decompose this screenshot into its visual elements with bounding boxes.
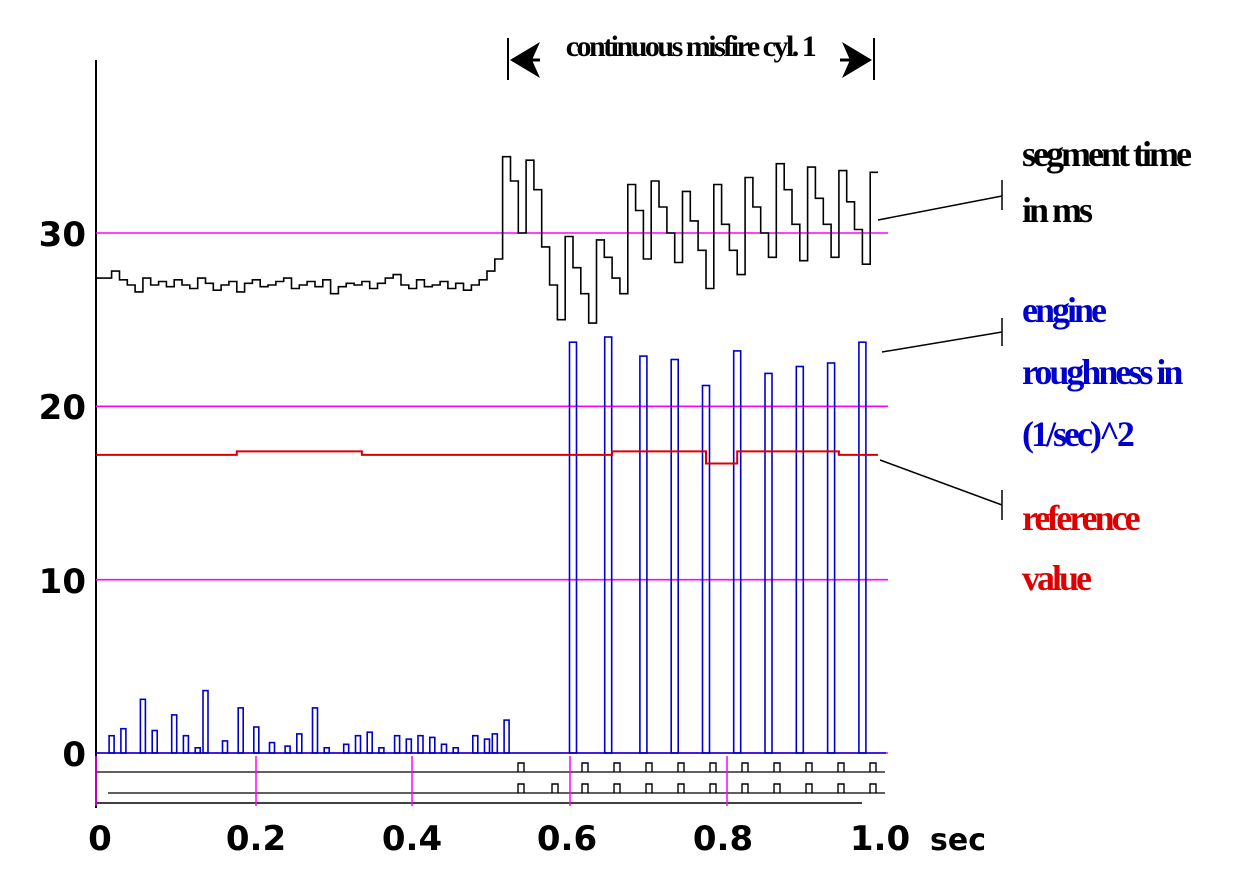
pulse-tick	[517, 783, 525, 793]
roughness-bar	[603, 336, 613, 754]
pulse-ticks	[517, 762, 877, 793]
x-tick-label: 0.8	[693, 819, 753, 859]
roughness-bar	[170, 714, 178, 754]
reference-value-label: reference value	[879, 459, 1144, 598]
y-tick-label: 30	[39, 215, 86, 255]
pulse-traces	[95, 756, 885, 806]
roughness-bar	[639, 355, 648, 754]
roughness-bar	[491, 733, 499, 754]
grid-lines	[96, 232, 888, 754]
engine-roughness-label-line: (1/sec)^2	[1022, 414, 1134, 454]
y-tick-label: 0	[62, 735, 86, 775]
roughness-bar	[237, 707, 244, 754]
x-tick-label: 1.0	[850, 819, 910, 859]
roughness-bar	[701, 384, 711, 754]
x-tick-label: 0.2	[226, 819, 286, 859]
roughness-bar	[354, 734, 362, 754]
pulse-tick	[805, 762, 813, 772]
misfire-arrow-head-right	[842, 42, 872, 78]
roughness-bar	[221, 740, 229, 754]
roughness-bar	[417, 734, 424, 754]
roughness-bar	[670, 358, 680, 754]
roughness-bar	[366, 731, 374, 754]
x-unit-label: sec	[930, 823, 986, 858]
segment-time-label-line: in ms	[1022, 190, 1093, 230]
roughness-bar	[108, 734, 115, 754]
roughness-bar	[428, 736, 436, 754]
misfire-arrow-head-left	[510, 42, 540, 78]
y-tick-label: 20	[39, 388, 86, 428]
roughness-bar	[139, 698, 147, 754]
roughness-bar	[311, 707, 319, 754]
roughness-bar	[795, 365, 805, 754]
reference-value-label-line: value	[1022, 558, 1092, 598]
reference-value-leader	[879, 459, 1003, 506]
segment-time-leader	[877, 195, 1003, 221]
roughness-bar	[471, 734, 479, 754]
roughness-bar	[764, 372, 773, 754]
pulse-tick	[805, 783, 813, 793]
x-tick-label: 0.6	[537, 819, 597, 859]
pulse-tick	[677, 762, 685, 772]
pulse-tick	[837, 762, 845, 772]
pulse-tick	[773, 762, 781, 772]
roughness-bar	[268, 741, 276, 754]
roughness-bar	[202, 689, 209, 754]
roughness-bar	[732, 350, 742, 754]
pulse-tick	[773, 783, 781, 793]
roughness-bar	[826, 362, 836, 754]
pulse-tick	[613, 762, 621, 772]
roughness-bar	[393, 734, 401, 754]
pulse-tick	[709, 762, 717, 772]
x-tick-label: 0	[88, 819, 112, 859]
reference-value-label-line: reference	[1022, 498, 1141, 538]
pulse-tick	[581, 762, 589, 772]
reference-value-series	[96, 450, 878, 465]
roughness-bar	[483, 738, 491, 754]
roughness-bar	[342, 743, 350, 754]
pulse-tick	[741, 762, 749, 772]
pulse-tick	[677, 783, 685, 793]
roughness-bar	[858, 341, 867, 754]
pulse-tick	[837, 783, 845, 793]
roughness-bar	[405, 738, 413, 754]
roughness-bar	[440, 743, 448, 754]
pulse-tick	[645, 762, 653, 772]
pulse-tick	[551, 783, 559, 793]
roughness-bar	[182, 734, 190, 754]
roughness-bar	[151, 729, 158, 754]
pulse-tick	[645, 783, 653, 793]
engine-roughness-label-line: engine	[1022, 290, 1107, 330]
engine-roughness-series	[96, 336, 886, 754]
roughness-bar	[253, 726, 260, 754]
roughness-bar	[295, 733, 303, 754]
roughness-bar	[284, 745, 291, 754]
pulse-tick	[869, 762, 877, 772]
pulse-tick	[869, 783, 877, 793]
segment-time-label: segment time in ms	[877, 134, 1195, 230]
pulse-tick	[709, 783, 717, 793]
segment-time-series	[96, 155, 878, 324]
pulse-tick	[581, 783, 589, 793]
misfire-label: continuous misfire cyl. 1	[566, 30, 816, 63]
misfire-annotation: continuous misfire cyl. 1	[507, 30, 875, 80]
roughness-bar	[503, 719, 510, 754]
pulse-tick	[741, 783, 749, 793]
engine-roughness-leader	[881, 331, 1003, 353]
segment-time-label-line: segment time	[1022, 134, 1192, 174]
engine-roughness-label-line: roughness in	[1022, 352, 1183, 392]
y-tick-label: 10	[39, 562, 86, 602]
roughness-bar	[568, 341, 578, 754]
misfire-label-bg	[540, 30, 840, 66]
roughness-bar	[120, 727, 127, 754]
pulse-tick	[613, 783, 621, 793]
engine-roughness-label: engine roughness in (1/sec)^2	[881, 290, 1186, 454]
pulse-tick	[517, 762, 525, 772]
x-tick-label: 0.4	[382, 819, 442, 859]
